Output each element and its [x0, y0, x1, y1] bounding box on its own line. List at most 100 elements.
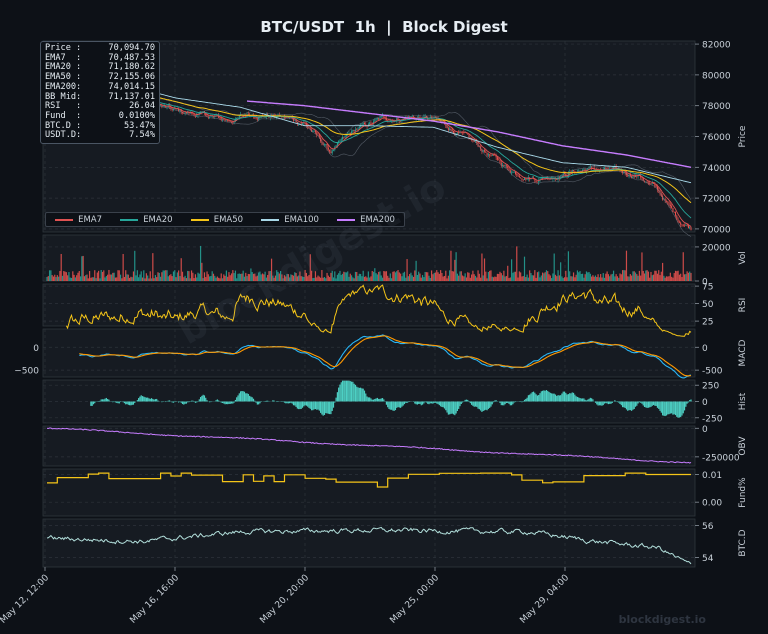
hist-bar	[350, 381, 353, 402]
hist-bar	[196, 401, 198, 403]
volume-bar	[92, 277, 95, 281]
hist-bar	[662, 401, 664, 416]
candle-body	[358, 126, 360, 129]
volume-bar	[194, 274, 197, 281]
hist-bar	[619, 401, 621, 404]
volume-bar	[491, 276, 493, 281]
hist-bar	[486, 401, 488, 411]
hist-bar	[597, 401, 599, 406]
volume-bar	[214, 275, 216, 281]
hist-bar	[584, 399, 586, 402]
volume-bar	[340, 274, 342, 281]
volume-bar	[347, 271, 349, 281]
hist-bar	[549, 392, 551, 402]
hist-bar	[140, 395, 142, 402]
volume-bar	[50, 270, 52, 281]
hist-bar	[594, 401, 597, 403]
volume-bar	[170, 274, 172, 281]
volume-bar	[119, 274, 122, 281]
hist-bar	[631, 401, 633, 411]
candle-body	[526, 179, 528, 180]
hist-bar	[249, 395, 251, 402]
hist-bar	[220, 401, 222, 403]
hist-bar	[218, 400, 220, 402]
hist-bar	[345, 380, 348, 402]
volume-bar	[117, 270, 119, 281]
volume-bar	[400, 273, 402, 281]
volume-bar	[73, 274, 75, 281]
hist-bar	[338, 387, 340, 402]
hist-bar	[576, 396, 579, 402]
candle-body	[437, 118, 439, 120]
hist-bar	[554, 394, 557, 402]
volume-bar	[325, 278, 327, 281]
hist-bar	[500, 401, 502, 406]
stat-row: EMA20 : 71,180.62	[45, 63, 155, 73]
candle-body	[382, 115, 384, 117]
candle-body	[228, 121, 230, 122]
hist-bar	[527, 395, 529, 402]
hist-bar	[642, 401, 644, 406]
volume-bar	[637, 275, 639, 281]
hist-bar	[469, 401, 471, 404]
volume-bar	[540, 275, 542, 281]
volume-bar	[579, 271, 581, 281]
hist-bar	[557, 395, 559, 402]
hist-bar	[509, 401, 511, 406]
volume-bar	[628, 276, 630, 281]
volume-bar	[415, 260, 417, 281]
hist-bar	[415, 401, 417, 405]
volume-bar	[163, 270, 166, 281]
volume-bar	[394, 272, 397, 281]
volume-bar	[511, 259, 513, 281]
hist-bar	[632, 401, 634, 410]
hist-bar	[117, 401, 119, 404]
hist-bar	[514, 401, 517, 403]
candle-body	[499, 159, 501, 163]
volume-bar	[304, 269, 306, 281]
legend-swatch	[337, 218, 356, 221]
candle-body	[502, 164, 504, 166]
candle-body	[495, 155, 497, 158]
hist-bar	[580, 398, 582, 402]
stat-row: Fund : 0.0100%	[45, 111, 155, 122]
candle-body	[237, 117, 239, 118]
candle-body	[314, 131, 316, 133]
candle-body	[376, 118, 378, 120]
volume-bar	[260, 274, 262, 281]
candle-body	[490, 155, 492, 157]
hist-bar	[538, 394, 540, 402]
candle-body	[378, 118, 380, 120]
volume-bar	[410, 272, 412, 281]
volume-bar	[229, 275, 231, 281]
hist-bar	[521, 401, 523, 403]
candle-body	[185, 112, 187, 114]
volume-bar	[554, 274, 557, 281]
hist-bar	[225, 401, 227, 405]
hist-bar	[147, 397, 149, 402]
volume-bar	[602, 273, 604, 281]
hist-bar	[561, 393, 563, 402]
volume-bar	[201, 262, 203, 281]
hist-bar	[283, 401, 286, 403]
candle-body	[631, 176, 633, 178]
hist-bar	[141, 396, 144, 402]
volume-bar	[254, 273, 256, 281]
candle-body	[589, 166, 591, 168]
stat-label: EMA200:	[45, 81, 82, 92]
hist-bar	[126, 401, 128, 405]
hist-bar	[606, 401, 608, 404]
hist-bar	[352, 381, 354, 402]
hist-bar	[152, 398, 154, 402]
hist-bar	[535, 394, 537, 402]
volume-bar	[330, 272, 332, 281]
volume-bar	[659, 275, 661, 281]
hist-bar	[574, 394, 576, 402]
volume-bar	[277, 271, 279, 281]
volume-bar	[55, 277, 57, 281]
hist-bar	[398, 401, 400, 408]
hist-bar	[150, 398, 153, 402]
hist-bar	[390, 401, 393, 410]
hist-bar	[236, 397, 238, 402]
